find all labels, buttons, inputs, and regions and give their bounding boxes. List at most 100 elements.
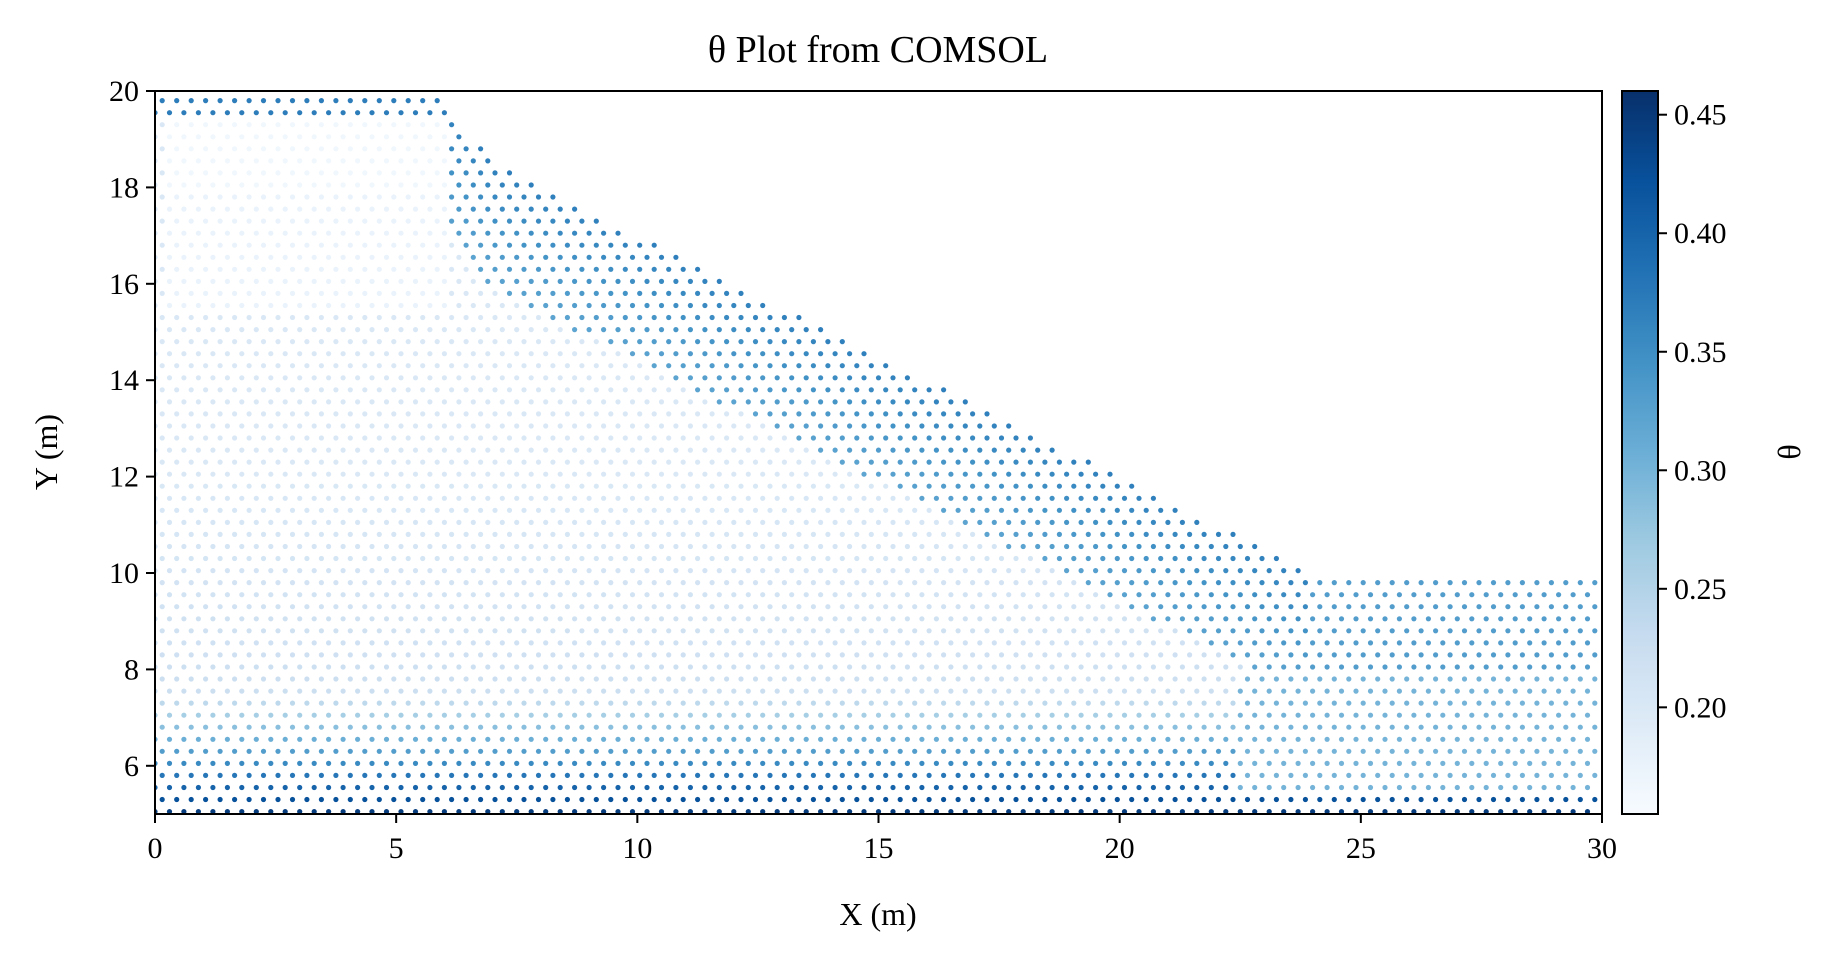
scatter-point: [434, 363, 440, 369]
scatter-point: [391, 724, 397, 730]
scatter-point: [1317, 628, 1323, 634]
scatter-point: [304, 483, 310, 489]
scatter-point: [326, 471, 332, 477]
scatter-point: [731, 568, 737, 574]
scatter-point: [535, 604, 542, 610]
scatter-point: [326, 664, 332, 670]
scatter-point: [478, 555, 484, 562]
scatter-point: [608, 604, 614, 610]
scatter-point: [629, 254, 636, 260]
scatter-point: [1548, 724, 1554, 730]
scatter-point: [174, 772, 180, 779]
scatter-point: [521, 387, 527, 393]
scatter-point: [1071, 796, 1077, 803]
scatter-point: [362, 266, 368, 272]
scatter-point: [904, 736, 911, 742]
scatter-point: [383, 351, 390, 357]
scatter-point: [1085, 700, 1091, 706]
scatter-point: [716, 712, 722, 718]
scatter-point: [347, 194, 353, 200]
scatter-point: [311, 278, 317, 284]
scatter-point: [239, 664, 245, 670]
scatter-point: [1071, 531, 1077, 538]
scatter-point: [629, 712, 636, 718]
scatter-point: [1230, 676, 1236, 682]
scatter-point: [875, 495, 882, 501]
scatter-point: [174, 700, 180, 706]
scatter-point: [340, 327, 346, 333]
scatter-point: [1150, 519, 1156, 526]
scatter-point: [579, 652, 585, 658]
scatter-point: [912, 676, 918, 682]
scatter-point: [188, 459, 194, 465]
scatter-point: [1317, 604, 1323, 610]
scatter-point: [318, 628, 324, 634]
scatter-point: [1100, 531, 1106, 538]
scatter-point: [680, 652, 686, 658]
y-tick-label: 20: [109, 75, 139, 108]
scatter-point: [188, 242, 194, 248]
scatter-point: [427, 110, 433, 116]
scatter-point: [347, 555, 353, 562]
scatter-point: [955, 435, 961, 441]
scatter-point: [253, 447, 259, 453]
scatter-point: [1324, 640, 1330, 646]
scatter-point: [883, 387, 889, 393]
scatter-point: [774, 736, 780, 742]
scatter-point: [695, 507, 701, 513]
scatter-point: [1273, 772, 1279, 779]
scatter-point: [326, 543, 332, 550]
scatter-point: [268, 134, 274, 140]
scatter-point: [760, 495, 766, 501]
scatter-point: [340, 568, 346, 574]
scatter-point: [724, 772, 730, 779]
scatter-points: [155, 98, 1598, 814]
scatter-point: [253, 543, 259, 550]
scatter-point: [1288, 772, 1294, 779]
scatter-point: [890, 784, 896, 791]
scatter-point: [998, 628, 1005, 634]
scatter-point: [383, 809, 390, 814]
scatter-point: [340, 543, 346, 550]
scatter-point: [188, 435, 194, 441]
scatter-point: [318, 242, 324, 248]
scatter-point: [470, 447, 476, 453]
scatter-point: [412, 471, 419, 477]
scatter-point: [239, 423, 245, 429]
scatter-point: [1252, 592, 1258, 598]
scatter-point: [499, 543, 505, 550]
scatter-point: [203, 314, 209, 321]
scatter-point: [181, 640, 187, 646]
scatter-point: [955, 724, 961, 730]
scatter-point: [1093, 592, 1099, 598]
scatter-point: [217, 483, 223, 489]
scatter-point: [210, 327, 216, 333]
scatter-point: [514, 592, 520, 598]
scatter-point: [1389, 580, 1395, 586]
scatter-point: [1143, 555, 1149, 562]
scatter-point: [716, 327, 722, 333]
scatter-point: [1563, 676, 1569, 682]
scatter-point: [854, 628, 860, 634]
scatter-point: [499, 495, 505, 501]
scatter-point: [1093, 640, 1099, 646]
scatter-point: [724, 628, 730, 634]
scatter-point: [854, 700, 860, 706]
scatter-point: [506, 266, 513, 272]
scatter-point: [210, 302, 216, 309]
scatter-point: [463, 266, 469, 272]
scatter-point: [1570, 784, 1576, 791]
scatter-point: [376, 98, 382, 104]
scatter-point: [1056, 748, 1062, 754]
scatter-point: [593, 242, 599, 248]
scatter-point: [579, 363, 585, 369]
scatter-point: [760, 712, 766, 718]
scatter-point: [1346, 652, 1352, 658]
scatter-point: [1179, 809, 1185, 814]
scatter-point: [716, 471, 722, 477]
scatter-point: [239, 327, 245, 333]
scatter-point: [666, 266, 672, 272]
scatter-point: [405, 435, 411, 441]
scatter-point: [637, 459, 643, 465]
scatter-point: [535, 483, 542, 489]
